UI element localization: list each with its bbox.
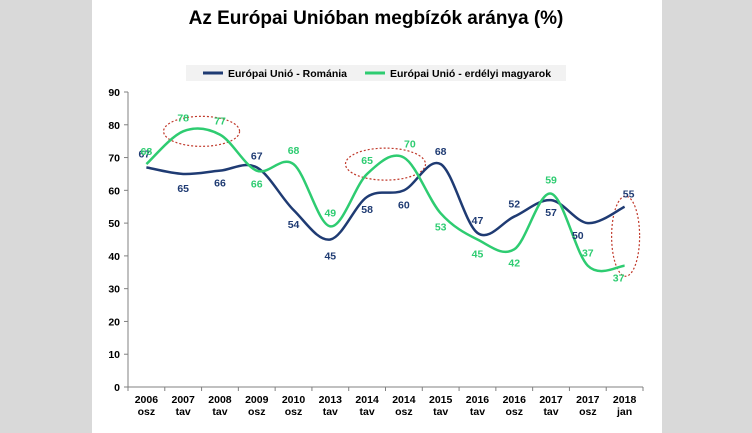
data-label: 77 [214,116,226,128]
chart-title: Az Európai Unióban megbízók aránya (%) [189,8,564,29]
data-label: 60 [398,199,410,211]
legend: Európai Unió - Románia Európai Unió - erd… [186,65,566,81]
y-tick-label: 20 [108,316,120,328]
x-tick-label: 2007 tav [171,394,195,418]
x-tick-label: 2006 osz [135,394,159,418]
data-label: 50 [572,230,584,242]
data-label: 68 [435,146,447,158]
x-tick-label: 2010 osz [282,394,306,418]
data-label: 70 [404,139,416,151]
data-label: 45 [472,249,484,261]
data-label: 53 [435,221,447,233]
y-tick-label: 90 [108,87,120,99]
highlight-ellipses [162,115,641,277]
x-tick-label: 2014 osz [392,394,416,418]
data-label: 65 [177,183,189,195]
data-label: 67 [251,150,263,162]
x-tick-label: 2016 tav [466,394,490,418]
y-tick-label: 50 [108,218,120,230]
x-tick-label: 2017 osz [576,394,600,418]
data-labels: 67 65 66 67 54 45 58 60 68 47 52 57 50 55 68 78 77 66 68 49… [139,112,635,284]
data-label: 58 [361,204,373,216]
legend-entry: Európai Unió - Románia [228,68,347,80]
x-tick-label: 2017 tav [539,394,563,418]
y-tick-label: 10 [108,349,120,361]
data-label: 45 [324,251,336,263]
legend-entry: Európai Unió - erdélyi magyarok [390,68,551,80]
data-label: 68 [288,145,300,157]
data-label: 42 [508,257,520,269]
data-label: 59 [545,175,557,187]
data-label: 54 [288,219,300,231]
data-label: 49 [324,207,336,219]
y-tick-label: 60 [108,185,120,197]
y-tick-label: 0 [114,382,120,394]
x-axis: 2006 osz 2007 tav 2008 tav 2009 osz 2010 osz 2013 t… [127,386,644,418]
data-label: 66 [251,179,263,191]
series-line-erdelyi-magyarok [145,127,625,273]
data-label: 37 [582,248,594,260]
data-label: 78 [177,112,189,124]
y-tick-label: 40 [108,251,120,263]
x-tick-label: 2016 osz [503,394,527,418]
data-label: 37 [613,273,625,285]
x-tick-label: 2018 jan [613,394,637,418]
highlight-ellipse [162,115,241,147]
data-label: 57 [545,207,557,219]
highlight-ellipse [611,195,641,277]
x-tick-label: 2013 tav [319,394,343,418]
y-axis: 0 10 20 30 40 50 60 70 80 90 [108,87,129,394]
y-tick-label: 70 [108,153,120,165]
series-lines [145,127,626,273]
data-label: 52 [508,199,520,211]
x-tick-label: 2008 tav [208,394,232,418]
y-tick-label: 80 [108,120,120,132]
data-label: 67 [139,148,151,160]
data-label: 65 [361,155,373,167]
data-label: 68 [141,146,153,158]
highlight-ellipse [344,147,427,181]
data-label: 66 [214,178,226,190]
series-line-romania [146,161,626,241]
data-label: 47 [472,215,484,227]
x-tick-label: 2015 tav [429,394,453,418]
x-tick-label: 2009 osz [245,394,269,418]
x-tick-label: 2014 tav [355,394,379,418]
y-tick-label: 30 [108,284,120,296]
data-label: 55 [623,189,635,201]
